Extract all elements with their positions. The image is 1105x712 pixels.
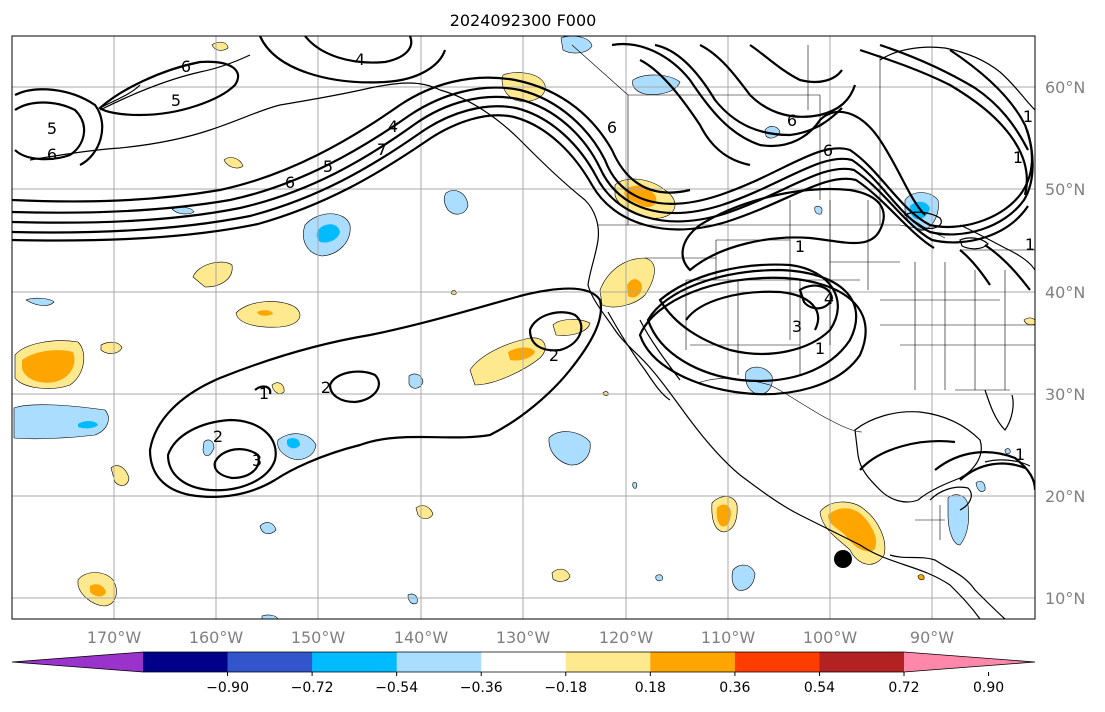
contour-label: 1	[795, 237, 805, 256]
lat-label: 40°N	[1045, 283, 1085, 302]
colorbar-segment	[565, 652, 651, 672]
lon-label: 90°W	[910, 628, 954, 647]
contour-label: 6	[607, 118, 617, 137]
colorbar-extend-min	[12, 652, 143, 672]
contour-label: 2	[213, 427, 223, 446]
colorbar-segment	[143, 652, 229, 672]
contour-label: 3	[252, 451, 262, 470]
lon-label: 160°W	[189, 628, 244, 647]
longitude-labels: 170°W 160°W 150°W 140°W 130°W 120°W 110°…	[87, 628, 954, 647]
lon-label: 100°W	[803, 628, 858, 647]
contour-label: 7	[377, 140, 387, 159]
contour-label: 4	[355, 50, 365, 69]
contour-label: 6	[787, 111, 797, 130]
contour-label: 2	[321, 378, 331, 397]
contour-label: 5	[171, 91, 181, 110]
lon-label: 140°W	[394, 628, 449, 647]
contour-label: 1	[1015, 445, 1025, 464]
contour-label: 6	[823, 141, 833, 160]
contour-label: 3	[792, 317, 802, 336]
lat-label: 60°N	[1045, 78, 1085, 97]
contour-label: 6	[181, 57, 191, 76]
colorbar-tick-label: −0.54	[375, 680, 418, 696]
colorbar-tick-labels: −0.90 −0.72 −0.54 −0.36 −0.18 0.18 0.36 0.54 0.7…	[206, 672, 1004, 696]
lat-label: 20°N	[1045, 487, 1085, 506]
contour-label: 6	[285, 173, 295, 192]
lon-label: 120°W	[599, 628, 654, 647]
contour-label: 1	[815, 339, 825, 358]
political-boundaries	[571, 44, 1035, 540]
colorbar-tick-label: 0.72	[888, 680, 919, 696]
contour-label: 1	[1025, 235, 1035, 254]
colorbar-extend-max	[904, 652, 1035, 672]
contour-label: 5	[47, 119, 57, 138]
colorbar-tick-label: −0.18	[544, 680, 587, 696]
lat-label: 10°N	[1045, 589, 1085, 608]
contour-label: 1	[259, 384, 269, 403]
colorbar-tick-label: −0.36	[460, 680, 503, 696]
storm-center-icon	[834, 550, 852, 568]
colorbar-tick-label: 0.18	[635, 680, 666, 696]
coastlines	[29, 46, 1035, 619]
gridlines	[12, 36, 1035, 619]
map-title: 2024092300 F000	[450, 11, 597, 30]
map-frame	[11, 35, 1036, 620]
colorbar-tick-label: −0.90	[206, 680, 249, 696]
positive-anomaly-shading	[14, 41, 1035, 607]
lon-label: 170°W	[87, 628, 142, 647]
contour-label: 6	[47, 145, 57, 164]
colorbar-segment	[481, 652, 567, 672]
colorbar-tick-label: −0.72	[291, 680, 334, 696]
colorbar-segment	[396, 652, 482, 672]
contour-lines	[12, 36, 1035, 498]
lat-label: 30°N	[1045, 385, 1085, 404]
colorbar-tick-label: 0.36	[719, 680, 750, 696]
contour-label: 4	[824, 289, 834, 308]
lon-label: 110°W	[701, 628, 756, 647]
colorbar-tick-label: 0.54	[804, 680, 835, 696]
colorbar-segment	[734, 652, 820, 672]
contour-labels: 6 5 4 6 5 6 7 6 5 4 6 6 1 1 1 1 2 2 2 3 …	[47, 50, 1035, 470]
colorbar-segment	[819, 652, 905, 672]
lon-label: 130°W	[496, 628, 551, 647]
latitude-labels: 60°N 50°N 40°N 30°N 20°N 10°N	[1045, 78, 1085, 608]
colorbar-tick-label: 0.90	[973, 680, 1004, 696]
contour-label: 2	[549, 346, 559, 365]
colorbar	[11, 651, 1036, 673]
lat-label: 50°N	[1045, 180, 1085, 199]
colorbar-segment	[312, 652, 398, 672]
contour-label: 1	[1023, 107, 1033, 126]
contour-label: 5	[323, 157, 333, 176]
map-area: 6 5 4 6 5 6 7 6 5 4 6 6 1 1 1 1 2 2 2 3 …	[12, 36, 1035, 619]
lon-label: 150°W	[291, 628, 346, 647]
colorbar-outline	[11, 651, 1036, 673]
contour-label: 4	[388, 117, 398, 136]
contour-label: 1	[1013, 148, 1023, 167]
colorbar-segment	[650, 652, 736, 672]
colorbar-segment	[227, 652, 313, 672]
